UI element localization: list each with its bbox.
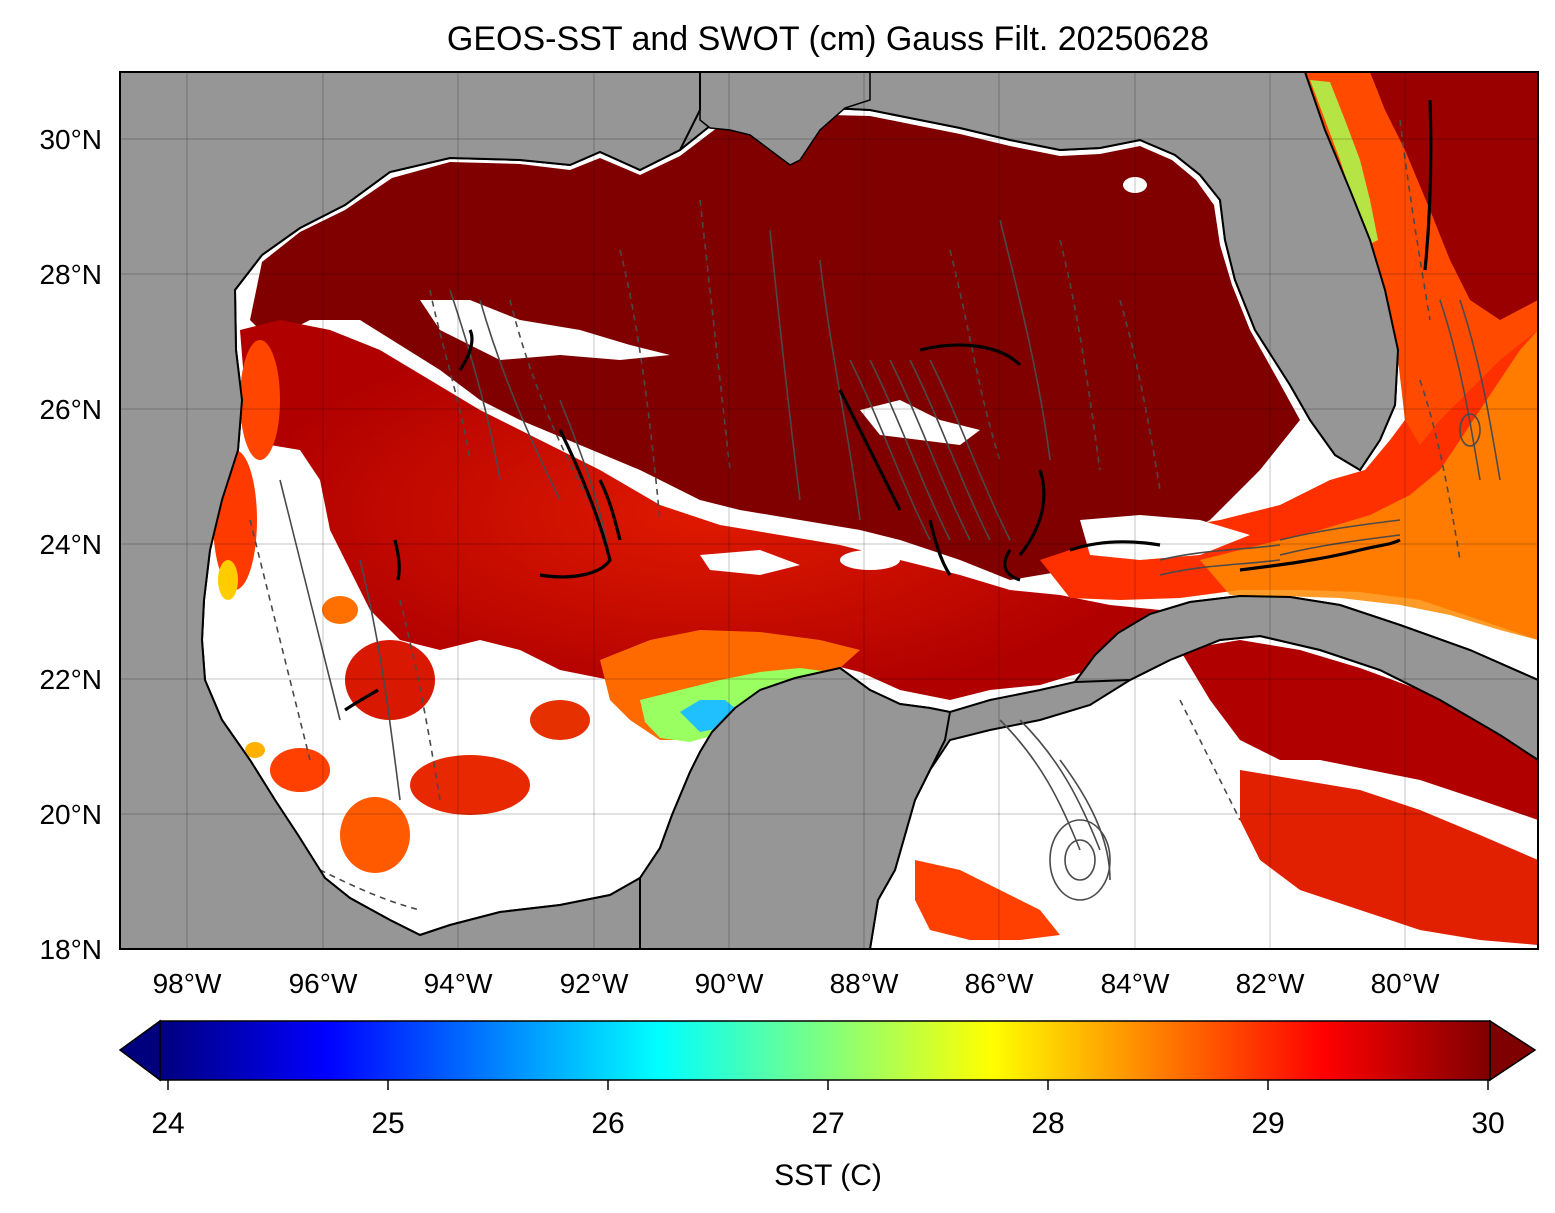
- lon-label: 84°W: [1101, 968, 1170, 999]
- sst-atlantic-offshore: [1370, 72, 1538, 320]
- sst-caribbean-north: [1180, 640, 1538, 820]
- lon-axis: 98°W 96°W 94°W 92°W 90°W 88°W 86°W 84°W …: [153, 968, 1440, 999]
- yucatan-land: [639, 666, 952, 949]
- map-area: [120, 72, 1538, 949]
- lon-label: 96°W: [289, 968, 358, 999]
- lat-axis: 30°N 28°N 26°N 24°N 22°N 20°N 18°N: [39, 124, 102, 965]
- lon-label: 88°W: [830, 968, 899, 999]
- lon-label: 86°W: [965, 968, 1034, 999]
- colorbar-tick-label: 27: [811, 1107, 844, 1140]
- lat-label: 28°N: [39, 259, 102, 290]
- lat-label: 26°N: [39, 394, 102, 425]
- colorbar-tick-label: 29: [1251, 1107, 1284, 1140]
- colorbar-tick-label: 30: [1471, 1107, 1504, 1140]
- gridlines: [120, 72, 1538, 949]
- lat-label: 30°N: [39, 124, 102, 155]
- lon-label: 82°W: [1236, 968, 1305, 999]
- lat-label: 18°N: [39, 934, 102, 965]
- colorbar-tick-label: 26: [591, 1107, 624, 1140]
- sst-caribbean-patch: [915, 860, 1060, 940]
- lon-label: 80°W: [1371, 968, 1440, 999]
- lon-label: 94°W: [424, 968, 493, 999]
- delta-land: [699, 72, 871, 166]
- sst-mid-gulf: [240, 320, 1180, 705]
- cuba-land: [1072, 594, 1538, 762]
- colorbar-frame: [159, 1020, 1491, 1081]
- lat-label: 24°N: [39, 529, 102, 560]
- lon-label: 98°W: [153, 968, 222, 999]
- sst-north-gulf: [250, 115, 1300, 580]
- sst-caribbean-south: [1240, 770, 1538, 945]
- colorbar-tick-label: 28: [1031, 1107, 1064, 1140]
- mexico-land: [120, 72, 701, 949]
- lon-label: 90°W: [695, 968, 764, 999]
- ssh-contours: [249, 119, 1501, 911]
- colorbar-tick-label: 24: [151, 1107, 184, 1140]
- colorbar-label: SST (C): [774, 1159, 882, 1192]
- ssh-zero-contours: [344, 99, 1433, 712]
- colorbar-extend-low: [118, 1019, 161, 1082]
- sst-western-patches: [213, 340, 590, 873]
- colorbar: 24 25 26 27 28 29 30 SST (C): [118, 1019, 1537, 1192]
- colorbar-ticks: [167, 1080, 1489, 1090]
- sst-florida-cool-strip: [1310, 80, 1378, 245]
- sst-straits-orange: [1200, 330, 1538, 640]
- colorbar-gradient: [160, 1021, 1490, 1080]
- colorbar-extend-high: [1489, 1019, 1537, 1082]
- lat-label: 22°N: [39, 664, 102, 695]
- nodata-holes: [420, 177, 1250, 575]
- map-frame: [119, 71, 1539, 950]
- lat-label: 20°N: [39, 799, 102, 830]
- map-title: GEOS-SST and SWOT (cm) Gauss Filt. 20250…: [447, 20, 1209, 58]
- lon-label: 92°W: [560, 968, 629, 999]
- colorbar-tick-label: 25: [371, 1107, 404, 1140]
